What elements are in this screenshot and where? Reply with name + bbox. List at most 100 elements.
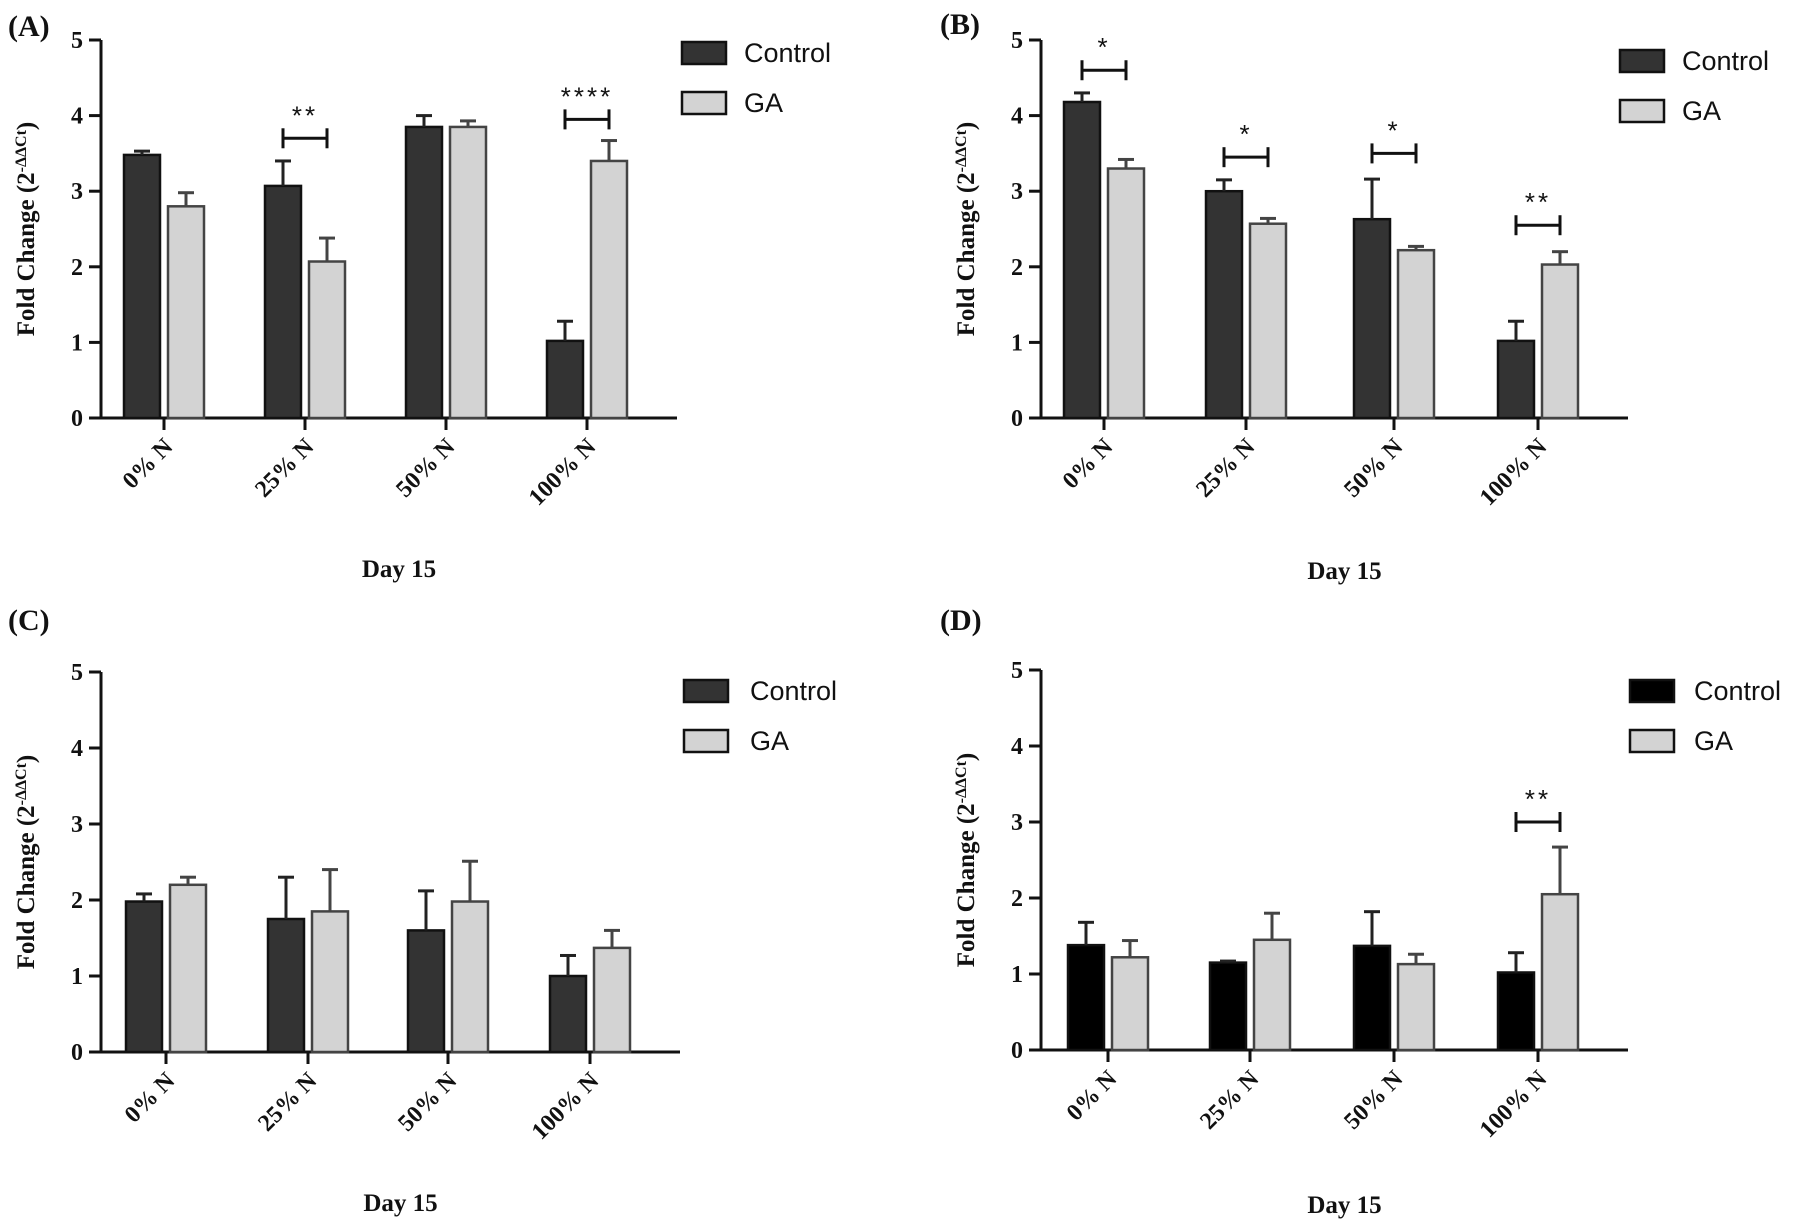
y-tick-label: 4 [71,104,83,130]
y-tick-label: 2 [1011,255,1023,281]
bar-ga-2 [1396,962,1436,1052]
significance-label: * [1097,32,1110,62]
bar-control-0 [124,900,164,1054]
legend-swatch-ga [682,728,730,754]
y-tick-label: 4 [1011,104,1023,130]
bar-control-2 [1352,217,1392,420]
bar-ga-2 [448,125,488,420]
bar-control-1 [266,917,306,1054]
bar-control-2 [406,929,446,1054]
bar-ga-2 [1396,248,1436,420]
bar-control-0 [122,153,162,420]
bar-ga-3 [1540,263,1580,420]
y-tick-label: 2 [71,888,83,914]
y-tick-label: 2 [1011,886,1023,912]
legend-swatch-ga [1618,98,1666,124]
y-axis-label: Fold Change (2-ΔΔCt) [13,755,41,970]
y-tick-label: 4 [71,736,83,762]
significance-label: **** [561,81,613,111]
x-tick-label: 0% N [120,1067,181,1128]
x-tick-label: 100% N [527,1067,605,1145]
y-axis-label: Fold Change (2-ΔΔCt) [13,122,41,337]
legend-label-ga: GA [1694,726,1733,756]
y-tick-label: 5 [1011,28,1023,54]
legend-label-control: Control [1694,676,1781,706]
x-tick-label: 50% N [391,433,460,502]
significance-label: ** [1525,187,1551,217]
legend-swatch-control [1628,678,1676,704]
bar-ga-1 [1248,222,1288,420]
bar-ga-0 [1110,956,1150,1052]
panel-b: (B) 0 1 2 3 4 5 Fold Change (2-ΔΔCt) 0% N 25% N 50… [940,8,1769,585]
significance-label: * [1387,115,1400,145]
y-tick-label: 0 [1011,1038,1023,1064]
x-tick-label: 100% N [1475,1065,1553,1143]
x-axis-label: Day 15 [363,1190,437,1217]
y-tick-label: 1 [71,330,83,356]
x-tick-label: 0% N [1058,433,1119,494]
y-tick-label: 0 [71,1040,83,1066]
y-tick-label: 1 [1011,330,1023,356]
bar-ga-3 [1540,892,1580,1052]
y-tick-label: 3 [1011,179,1023,205]
legend-label-ga: GA [1682,96,1721,126]
legend-label-ga: GA [750,726,789,756]
legend-swatch-control [680,40,728,66]
x-tick-label: 25% N [253,1067,322,1136]
bar-control-3 [1496,339,1536,420]
bar-ga-0 [1106,167,1146,420]
x-tick-label: 50% N [1339,1065,1408,1134]
legend-swatch-control [682,678,730,704]
bar-control-1 [1208,961,1248,1052]
legend-swatch-ga [1628,728,1676,754]
y-tick-label: 0 [1011,406,1023,432]
legend-label-control: Control [744,38,831,68]
legend-label-ga: GA [744,88,783,118]
significance-label: * [1239,119,1252,149]
y-tick-label: 1 [71,964,83,990]
panel-label: (C) [8,604,50,637]
bar-control-3 [548,974,588,1054]
bar-control-0 [1066,943,1106,1052]
panel-label: (A) [8,10,50,43]
x-tick-label: 25% N [1195,1065,1264,1134]
legend-label-control: Control [750,676,837,706]
x-tick-label: 0% N [118,433,179,494]
x-tick-label: 100% N [1475,433,1553,511]
panel-label: (D) [940,604,982,637]
bar-control-2 [1352,944,1392,1052]
bar-control-3 [545,339,585,420]
y-tick-label: 0 [71,406,83,432]
bar-control-0 [1062,100,1102,420]
y-tick-label: 3 [1011,810,1023,836]
bar-control-2 [404,125,444,420]
y-tick-label: 5 [1011,658,1023,684]
bar-ga-1 [1252,938,1292,1052]
y-tick-label: 2 [71,255,83,281]
bar-ga-3 [589,159,629,420]
y-axis-label: Fold Change (2-ΔΔCt) [953,122,981,337]
bar-ga-0 [166,205,206,420]
panel-label: (B) [940,8,980,41]
bar-control-3 [1496,971,1536,1052]
x-axis-label: Day 15 [1307,558,1381,585]
y-axis-label: Fold Change (2-ΔΔCt) [953,753,981,968]
x-tick-label: 0% N [1062,1065,1123,1126]
legend-swatch-ga [680,90,728,116]
x-axis-label: Day 15 [1307,1192,1381,1219]
panel-c: (C) 0 1 2 3 4 5 Fold Change (2-ΔΔCt) 0% N 25% N 50… [8,604,837,1217]
x-tick-label: 50% N [1339,433,1408,502]
bar-ga-3 [592,946,632,1054]
x-tick-label: 25% N [1191,433,1260,502]
panel-a: (A) 0 1 2 3 4 5 Fold Change (2-ΔΔCt) 0% N 25% N 50… [8,10,831,583]
x-axis-label: Day 15 [362,556,436,583]
bar-ga-0 [168,883,208,1054]
legend-label-control: Control [1682,46,1769,76]
y-tick-label: 5 [71,28,83,54]
y-tick-label: 1 [1011,962,1023,988]
y-tick-label: 5 [71,660,83,686]
x-tick-label: 100% N [524,433,602,511]
legend-swatch-control [1618,48,1666,74]
panel-d: (D) 0 1 2 3 4 5 Fold Change (2-ΔΔCt) 0% N 25% N 50… [940,604,1781,1219]
